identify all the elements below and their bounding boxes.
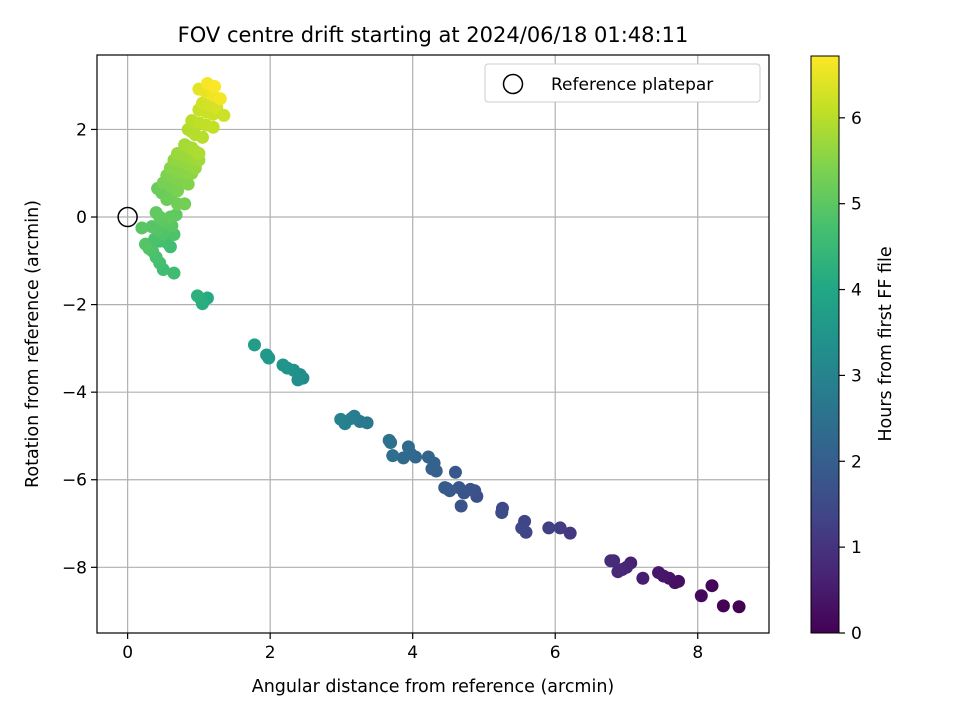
legend-label: Reference platepar	[551, 75, 713, 95]
scatter-point	[190, 289, 204, 303]
data-points	[135, 76, 746, 614]
scatter-point	[421, 450, 435, 464]
scatter-point	[260, 348, 274, 362]
y-tick-label: −6	[62, 471, 87, 491]
y-axis-ticks: −8 −6 −4 −2 0 2	[62, 120, 97, 578]
scatter-point	[705, 579, 719, 593]
scatter-point	[135, 221, 149, 235]
scatter-point	[276, 358, 290, 372]
x-tick-label: 0	[122, 643, 133, 663]
scatter-point	[213, 92, 227, 106]
scatter-point	[167, 266, 181, 280]
chart-title: FOV centre drift starting at 2024/06/18 …	[178, 23, 689, 47]
scatter-point	[425, 462, 439, 476]
scatter-point	[694, 589, 708, 603]
scatter-point	[247, 338, 261, 352]
x-tick-label: 8	[692, 643, 703, 663]
scatter-point	[553, 521, 567, 535]
scatter-point	[334, 412, 348, 426]
scatter-point	[386, 449, 400, 463]
scatter-point	[454, 499, 468, 513]
y-tick-label: 0	[76, 208, 87, 228]
scatter-point	[495, 506, 509, 520]
scatter-point	[438, 481, 452, 495]
x-tick-label: 2	[265, 643, 276, 663]
scatter-point	[206, 120, 220, 134]
y-tick-label: 2	[76, 120, 87, 140]
plot-frame	[96, 54, 770, 634]
y-tick-label: −2	[62, 296, 87, 316]
legend-box	[484, 63, 761, 103]
scatter-point	[195, 130, 209, 144]
y-tick-label: −4	[62, 383, 87, 403]
reference-platepar-marker	[117, 206, 138, 228]
colorbar-tick-label: 4	[851, 281, 862, 301]
legend: Reference platepar	[484, 63, 761, 103]
scatter-point	[178, 197, 192, 211]
colorbar-label: Hours from first FF file	[876, 246, 896, 441]
scatter-point	[145, 220, 159, 234]
scatter-point	[542, 521, 556, 535]
scatter-point	[652, 566, 666, 580]
x-axis-ticks: 0 2 4 6 8	[122, 633, 703, 663]
scatter-point	[192, 147, 206, 161]
y-axis-label: Rotation from reference (arcmin)	[23, 200, 43, 488]
scatter-point	[716, 599, 730, 613]
scatter-point	[611, 565, 625, 579]
scatter-point	[382, 433, 396, 447]
scatter-point	[604, 554, 618, 568]
colorbar-tick-label: 1	[851, 538, 862, 558]
colorbar-tick-label: 6	[851, 109, 862, 129]
colorbar-ticks: 0 1 2 3 4 5 6	[839, 109, 862, 644]
colorbar-tick-label: 3	[851, 366, 862, 386]
colorbar-tick-label: 2	[851, 452, 862, 472]
scatter-point	[732, 600, 746, 614]
y-tick-label: −8	[62, 558, 87, 578]
colorbar-tick-label: 5	[851, 195, 862, 215]
legend-marker-icon	[502, 73, 524, 95]
scatter-point	[171, 184, 185, 198]
x-tick-label: 4	[407, 643, 418, 663]
scatter-point	[401, 440, 415, 454]
scatter-point	[163, 210, 177, 224]
scatter-point	[448, 465, 462, 479]
scatter-point	[217, 108, 231, 122]
scatter-point	[515, 521, 529, 535]
x-axis-label: Angular distance from reference (arcmin)	[252, 677, 615, 697]
scatter-point	[563, 526, 577, 540]
scatter-point	[181, 177, 195, 191]
colorbar-tick-label: 0	[851, 624, 862, 644]
x-tick-label: 6	[550, 643, 561, 663]
scatter-point	[636, 571, 650, 585]
scatter-point	[396, 451, 410, 465]
colorbar	[810, 55, 840, 634]
scatter-point	[149, 206, 163, 220]
scatter-point	[208, 80, 222, 94]
reference-marker	[117, 206, 138, 228]
